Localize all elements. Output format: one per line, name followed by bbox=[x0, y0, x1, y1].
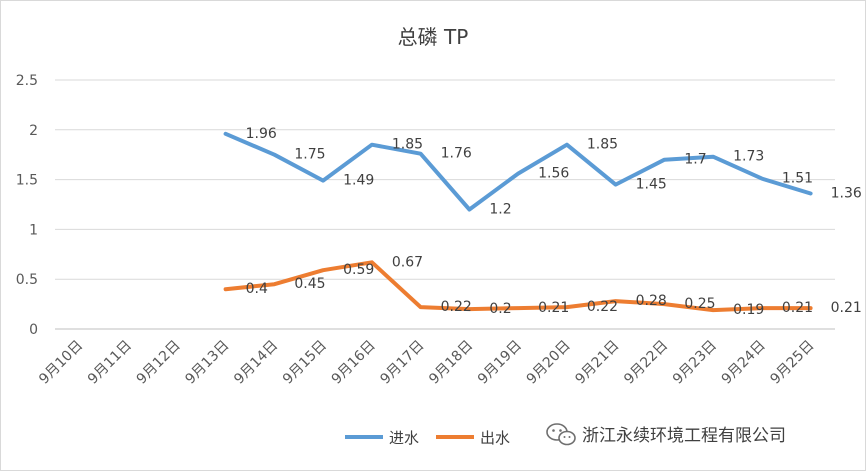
data-label: 1.85 bbox=[587, 137, 618, 153]
data-point bbox=[370, 260, 374, 264]
data-label: 1.49 bbox=[343, 173, 374, 189]
x-tick-label: 9月15日 bbox=[280, 338, 330, 388]
data-point bbox=[516, 306, 520, 310]
watermark-text: 浙江永续环境工程有限公司 bbox=[582, 426, 786, 446]
x-tick-label: 9月13日 bbox=[182, 338, 232, 388]
data-point bbox=[419, 152, 423, 156]
x-tick-label: 9月20日 bbox=[524, 338, 574, 388]
x-tick-label: 9月19日 bbox=[475, 338, 525, 388]
data-point bbox=[370, 143, 374, 147]
x-tick-label: 9月24日 bbox=[719, 338, 769, 388]
data-point bbox=[760, 306, 764, 310]
data-point bbox=[224, 287, 228, 291]
data-label: 1.7 bbox=[684, 152, 706, 168]
data-label: 0.22 bbox=[587, 299, 618, 315]
data-point bbox=[419, 305, 423, 309]
data-label: 0.21 bbox=[782, 300, 813, 316]
y-tick-label: 1.5 bbox=[16, 173, 38, 189]
data-label: 0.59 bbox=[343, 262, 374, 278]
data-point bbox=[467, 207, 471, 211]
legend-label-inflow: 进水 bbox=[389, 429, 419, 447]
data-point bbox=[516, 172, 520, 176]
data-label: 1.2 bbox=[489, 201, 511, 217]
legend-label-outflow: 出水 bbox=[480, 429, 510, 447]
data-point bbox=[272, 153, 276, 157]
data-label: 1.45 bbox=[636, 177, 667, 193]
x-tick-label: 9月18日 bbox=[426, 338, 476, 388]
wechat-icon bbox=[546, 423, 576, 446]
series-line-inflow bbox=[223, 131, 813, 212]
data-point bbox=[711, 308, 715, 312]
data-point bbox=[321, 268, 325, 272]
y-axis-ticks: 0 0.5 1 1.5 2 2.5 bbox=[16, 73, 38, 338]
chart-title: 总磷 TP bbox=[398, 25, 469, 49]
y-tick-label: 0 bbox=[29, 322, 38, 338]
x-tick-label: 9月25日 bbox=[767, 338, 817, 388]
watermark: 浙江永续环境工程有限公司 bbox=[546, 423, 786, 446]
data-label: 1.76 bbox=[441, 146, 472, 162]
data-label: 1.75 bbox=[294, 147, 325, 163]
data-label: 0.28 bbox=[636, 293, 667, 309]
x-tick-label: 9月11日 bbox=[85, 338, 135, 388]
data-label: 1.36 bbox=[831, 186, 862, 202]
x-tick-label: 9月16日 bbox=[329, 338, 379, 388]
data-label: 1.85 bbox=[392, 137, 423, 153]
data-label: 1.56 bbox=[538, 166, 569, 182]
data-point bbox=[711, 155, 715, 159]
data-point bbox=[321, 179, 325, 183]
data-point bbox=[224, 132, 228, 136]
data-label: 0.4 bbox=[246, 281, 268, 297]
data-point bbox=[809, 306, 813, 310]
x-tick-label: 9月12日 bbox=[134, 338, 184, 388]
x-tick-label: 9月10日 bbox=[36, 338, 86, 388]
data-point bbox=[614, 183, 618, 187]
y-tick-label: 0.5 bbox=[16, 272, 38, 288]
data-label: 0.67 bbox=[392, 254, 423, 270]
data-label: 1.96 bbox=[246, 126, 277, 142]
data-point bbox=[565, 305, 569, 309]
x-tick-label: 9月21日 bbox=[572, 338, 622, 388]
data-point bbox=[272, 282, 276, 286]
data-labels: 1.96 1.75 1.49 1.85 1.76 1.2 1.56 1.85 1.45 1.7 1.… bbox=[246, 126, 862, 318]
data-label: 1.51 bbox=[782, 171, 813, 187]
data-label: 0.2 bbox=[489, 301, 511, 317]
data-point bbox=[809, 192, 813, 196]
data-label: 0.25 bbox=[684, 296, 715, 312]
x-tick-label: 9月14日 bbox=[231, 338, 281, 388]
data-label: 0.22 bbox=[441, 299, 472, 315]
data-label: 0.21 bbox=[538, 300, 569, 316]
data-point bbox=[565, 143, 569, 147]
y-tick-label: 2.5 bbox=[16, 73, 38, 89]
data-point bbox=[662, 158, 666, 162]
data-label: 0.45 bbox=[294, 276, 325, 292]
legend: 进水 出水 bbox=[345, 429, 510, 447]
x-tick-label: 9月22日 bbox=[621, 338, 671, 388]
data-point bbox=[467, 307, 471, 311]
data-label: 1.73 bbox=[733, 149, 764, 165]
data-point bbox=[662, 302, 666, 306]
data-point bbox=[614, 299, 618, 303]
y-tick-label: 1 bbox=[29, 222, 38, 238]
data-label: 0.19 bbox=[733, 302, 764, 318]
x-axis-ticks: 9月10日9月11日9月12日9月13日9月14日9月15日9月16日9月17日… bbox=[36, 338, 817, 388]
x-tick-label: 9月23日 bbox=[670, 338, 720, 388]
x-tick-label: 9月17日 bbox=[377, 338, 427, 388]
data-label: 0.21 bbox=[831, 300, 862, 316]
y-tick-label: 2 bbox=[29, 123, 38, 139]
data-point bbox=[760, 177, 764, 181]
series-lines bbox=[223, 131, 813, 313]
gridlines bbox=[55, 79, 835, 330]
